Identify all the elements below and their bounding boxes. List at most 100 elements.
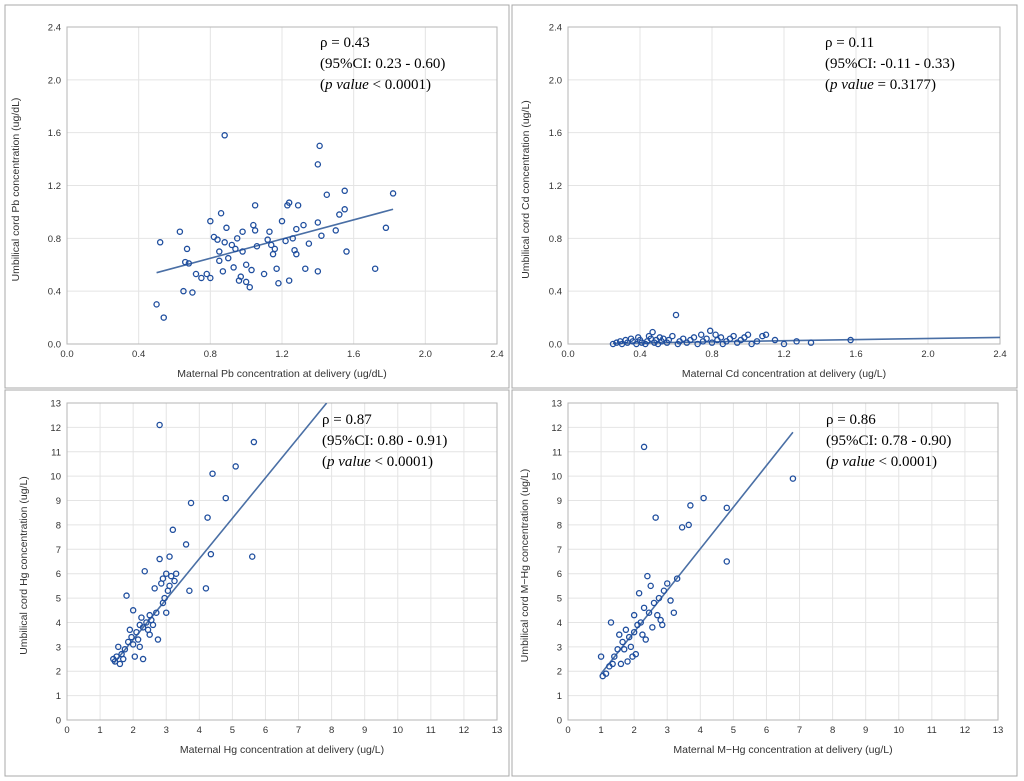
data-point [113, 653, 120, 660]
data-point [647, 582, 654, 590]
data-point [136, 643, 144, 651]
data-point [302, 265, 309, 272]
x-tick-label: 2.4 [490, 349, 503, 360]
x-tick-label: 5 [731, 725, 736, 736]
y-tick-label: 9 [56, 496, 61, 507]
data-point [614, 646, 621, 653]
p-value-text: < 0.0001) [875, 454, 937, 470]
x-tick-label: 1.2 [777, 349, 790, 360]
y-tick-label: 2 [557, 667, 562, 678]
y-tick-label: 4 [557, 618, 562, 629]
y-tick-label: 11 [51, 447, 61, 458]
y-tick-label: 2.0 [48, 75, 61, 86]
p-value-annotation: (p value < 0.0001) [322, 454, 433, 470]
data-point [655, 594, 663, 602]
data-point [275, 279, 282, 287]
y-tick-label: 12 [50, 423, 61, 434]
y-tick-label: 12 [551, 423, 562, 434]
y-tick-label: 7 [56, 545, 61, 556]
data-point [278, 217, 286, 225]
y-tick-label: 3 [56, 642, 61, 653]
y-tick-label: 1.6 [48, 128, 61, 139]
x-tick-label: 5 [230, 725, 235, 736]
data-point [207, 217, 214, 225]
data-point [703, 335, 710, 342]
x-tick-label: 12 [459, 725, 470, 736]
data-point [611, 653, 618, 660]
x-axis-label: Maternal Hg concentration at delivery (u… [180, 744, 384, 756]
data-point [182, 541, 190, 548]
data-point [129, 607, 137, 614]
data-point [128, 633, 135, 641]
x-tick-label: 0.4 [633, 349, 646, 360]
data-point [267, 241, 275, 249]
data-point [630, 628, 638, 636]
data-point [617, 660, 625, 668]
data-point [253, 243, 261, 250]
data-point [659, 621, 666, 629]
data-point [141, 568, 148, 575]
data-point [649, 328, 656, 336]
y-tick-label: 2.4 [48, 23, 61, 34]
rho-annotation: ρ = 0.87 [322, 412, 372, 428]
data-point [314, 161, 322, 168]
data-point [753, 338, 761, 345]
data-point [597, 653, 605, 660]
y-tick-label: 1.2 [549, 181, 562, 192]
p-value-label: p value [324, 77, 369, 93]
rho-annotation: ρ = 0.43 [320, 35, 370, 51]
data-point [207, 274, 214, 282]
data-point [203, 270, 210, 278]
data-point [221, 132, 228, 139]
x-tick-label: 3 [164, 725, 169, 736]
data-point [160, 314, 167, 321]
data-point [217, 209, 225, 217]
p-value-annotation: (p value = 0.3177) [825, 77, 936, 93]
data-point [166, 553, 173, 560]
data-point [146, 631, 153, 638]
x-tick-label: 1 [598, 725, 603, 736]
data-point [336, 211, 343, 218]
y-tick-label: 3 [557, 642, 562, 653]
panel-cd: Maternal Cd concentration at delivery (u… [511, 4, 1018, 389]
rho-annotation: ρ = 0.11 [825, 35, 874, 51]
x-tick-label: 0.0 [561, 349, 574, 360]
data-point [644, 572, 651, 580]
data-point [318, 232, 325, 239]
data-point [285, 277, 293, 284]
x-axis-label: Maternal Cd concentration at delivery (u… [682, 368, 886, 380]
data-point [685, 521, 692, 529]
y-tick-label: 13 [551, 399, 562, 410]
rho-annotation: ρ = 0.86 [826, 412, 876, 428]
data-point [232, 245, 239, 253]
p-value-annotation: (p value < 0.0001) [320, 77, 431, 93]
y-axis-label: Umbilical cord Hg concentration (ug/L) [18, 476, 30, 655]
y-tick-label: 1 [56, 691, 61, 702]
y-tick-label: 2.0 [549, 75, 562, 86]
data-point [341, 187, 348, 195]
data-point [627, 643, 635, 651]
data-point [246, 283, 253, 291]
y-tick-label: 10 [551, 472, 562, 483]
data-point [242, 278, 250, 286]
data-point [305, 240, 313, 247]
data-point [156, 555, 163, 563]
data-point [202, 585, 210, 592]
data-point [223, 224, 230, 232]
y-tick-label: 0.0 [48, 340, 61, 351]
data-point [649, 624, 656, 631]
data-point [154, 636, 162, 643]
x-tick-label: 0 [565, 725, 570, 736]
panel-hg: Maternal Hg concentration at delivery (u… [4, 389, 510, 777]
p-value-text: < 0.0001) [369, 77, 431, 93]
data-point [371, 265, 379, 272]
data-point [266, 228, 273, 235]
data-point [639, 631, 646, 638]
x-tick-label: 0.0 [60, 349, 73, 360]
data-point [167, 572, 175, 580]
data-point [293, 225, 300, 233]
data-point [166, 582, 173, 590]
y-tick-label: 0 [557, 716, 562, 727]
data-point [673, 575, 681, 582]
x-tick-label: 7 [296, 725, 301, 736]
